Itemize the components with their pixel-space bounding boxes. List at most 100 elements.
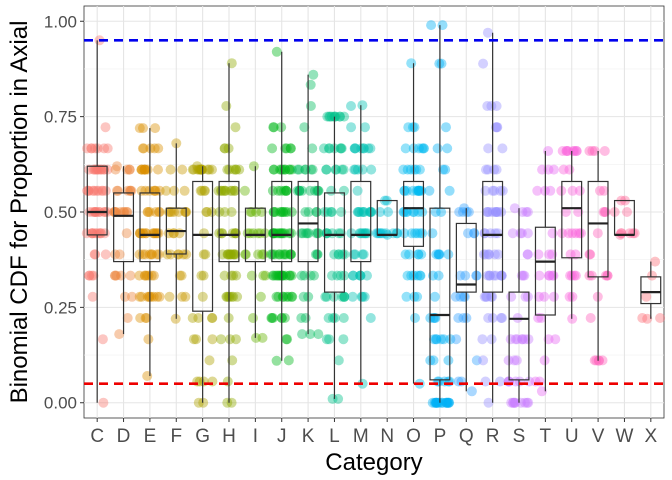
data-point-R [496, 270, 507, 281]
data-point-R [481, 291, 492, 302]
data-point-E [139, 164, 150, 175]
data-point-J [267, 270, 278, 281]
data-point-R [479, 291, 490, 302]
data-point-M [354, 207, 365, 217]
data-point-J [274, 249, 285, 260]
box-O [403, 63, 425, 384]
data-point-O [401, 291, 412, 302]
data-point-D [122, 313, 133, 323]
data-point-P [431, 397, 442, 408]
data-point-R [487, 207, 498, 217]
data-point-M [352, 185, 363, 196]
data-point-H [221, 101, 232, 111]
data-point-C [87, 228, 97, 239]
data-point-Q [457, 207, 468, 217]
iqr-box-U [561, 180, 583, 259]
data-point-G [196, 164, 207, 175]
data-point-P [426, 20, 437, 31]
data-point-X [655, 313, 666, 323]
box-S [508, 208, 530, 403]
data-point-E [146, 249, 157, 260]
data-point-C [95, 228, 106, 239]
data-point-R [483, 164, 493, 175]
data-point-X [637, 313, 648, 323]
data-point-O [410, 228, 421, 239]
data-point-G [197, 291, 208, 302]
data-point-C [82, 143, 93, 154]
data-point-S [517, 207, 528, 217]
data-point-E [134, 123, 145, 134]
data-point-E [153, 249, 164, 260]
data-point-M [355, 270, 366, 281]
x-tick-label: E [144, 426, 157, 447]
data-point-H [218, 185, 229, 196]
data-point-C [99, 143, 110, 154]
data-point-I [257, 249, 268, 260]
data-point-C [87, 228, 98, 239]
data-point-U [557, 146, 568, 156]
data-point-C [88, 270, 99, 281]
data-point-C [91, 228, 102, 239]
data-point-M [348, 270, 359, 281]
data-point-L [319, 143, 329, 154]
data-point-R [488, 270, 499, 281]
data-point-F [180, 291, 191, 302]
data-point-E [139, 164, 150, 175]
data-point-O [413, 249, 424, 260]
data-point-R [482, 101, 493, 111]
data-point-P [444, 397, 455, 408]
data-point-R [478, 58, 489, 69]
data-point-C [86, 270, 97, 281]
box-Q [455, 208, 477, 392]
data-point-I [239, 185, 250, 196]
data-point-L [321, 334, 332, 345]
data-point-M [347, 291, 358, 302]
data-point-T [545, 185, 556, 196]
x-tick-label: V [592, 426, 605, 447]
data-point-L [321, 291, 332, 302]
data-point-U [567, 291, 578, 302]
data-point-P [433, 249, 444, 260]
data-point-K [307, 143, 318, 154]
data-point-C [96, 185, 107, 196]
data-point-G [199, 228, 209, 239]
iqr-box-O [403, 180, 425, 247]
data-point-O [413, 207, 424, 217]
data-point-K [303, 207, 314, 217]
data-point-E [143, 334, 154, 345]
box-G [192, 166, 214, 403]
data-point-L [333, 393, 344, 404]
data-point-E [134, 291, 145, 302]
iqr-box-X [640, 276, 662, 305]
data-point-C [97, 334, 108, 345]
x-tick-label: D [117, 426, 131, 447]
data-point-R [478, 355, 489, 366]
data-point-L [336, 143, 347, 154]
data-point-S [522, 397, 533, 408]
data-point-D [114, 329, 125, 340]
data-point-E [148, 291, 159, 302]
data-point-R [497, 313, 507, 323]
data-point-O [399, 185, 410, 196]
data-point-Q [451, 334, 462, 345]
data-point-J [271, 270, 281, 281]
data-point-K [303, 228, 314, 239]
data-point-H [219, 270, 230, 281]
data-point-P [441, 122, 451, 133]
x-tick-label: X [644, 426, 657, 447]
data-point-R [492, 122, 503, 133]
data-point-E [140, 313, 151, 323]
data-point-S [506, 397, 517, 408]
data-point-L [322, 111, 333, 122]
data-point-G [207, 313, 218, 323]
data-point-P [442, 397, 453, 408]
data-point-P [432, 143, 443, 154]
data-point-D [127, 291, 137, 302]
data-point-M [355, 270, 366, 281]
x-tick-label: M [353, 426, 369, 447]
data-point-E [141, 313, 152, 323]
data-point-O [402, 270, 413, 281]
data-point-O [408, 207, 419, 217]
data-point-S [512, 334, 523, 345]
data-point-H [220, 185, 231, 196]
